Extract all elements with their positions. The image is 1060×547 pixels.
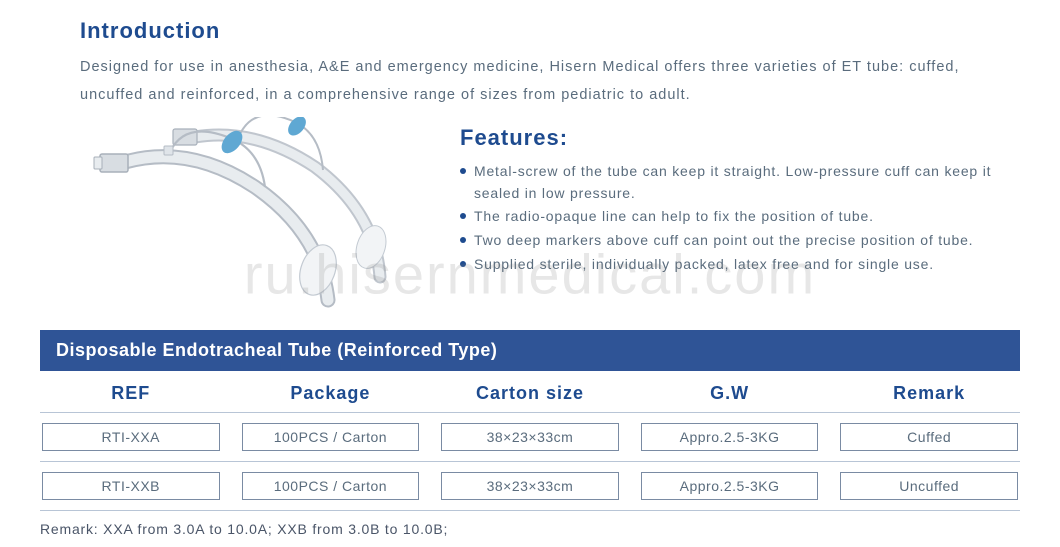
table-header-cell: REF: [42, 379, 220, 408]
features-area: Features: Metal-screw of the tube can ke…: [440, 117, 1020, 312]
table-cell: Cuffed: [840, 423, 1018, 451]
table-cell: RTI-XXB: [42, 472, 220, 500]
table-header-cell: Remark: [840, 379, 1018, 408]
table-cell: 100PCS / Carton: [242, 423, 420, 451]
table-header-row: REF Package Carton size G.W Remark: [40, 379, 1020, 413]
introduction-title: Introduction: [80, 18, 1020, 44]
table-cell: Appro.2.5-3KG: [641, 423, 819, 451]
table-cell: RTI-XXA: [42, 423, 220, 451]
feature-item: Supplied sterile, individually packed, l…: [460, 254, 1020, 276]
table-cell: 100PCS / Carton: [242, 472, 420, 500]
table-header-cell: G.W: [641, 379, 819, 408]
product-image-area: [40, 117, 440, 312]
table-cell: 38×23×33cm: [441, 472, 619, 500]
table-row: RTI-XXA 100PCS / Carton 38×23×33cm Appro…: [40, 423, 1020, 462]
feature-item: Two deep markers above cuff can point ou…: [460, 230, 1020, 252]
feature-item: Metal-screw of the tube can keep it stra…: [460, 161, 1020, 204]
features-list: Metal-screw of the tube can keep it stra…: [460, 161, 1020, 275]
mid-section: Features: Metal-screw of the tube can ke…: [40, 117, 1020, 312]
feature-item: The radio-opaque line can help to fix th…: [460, 206, 1020, 228]
remark-text: Remark: XXA from 3.0A to 10.0A; XXB from…: [40, 521, 1020, 537]
endotracheal-tubes-illustration: [70, 117, 430, 312]
table-row: RTI-XXB 100PCS / Carton 38×23×33cm Appro…: [40, 472, 1020, 511]
table-header-cell: Package: [242, 379, 420, 408]
introduction-text: Designed for use in anesthesia, A&E and …: [80, 54, 1020, 109]
spec-table: REF Package Carton size G.W Remark RTI-X…: [40, 379, 1020, 511]
table-cell: 38×23×33cm: [441, 423, 619, 451]
features-title: Features:: [460, 125, 1020, 151]
table-header-cell: Carton size: [441, 379, 619, 408]
table-cell: Appro.2.5-3KG: [641, 472, 819, 500]
table-title-bar: Disposable Endotracheal Tube (Reinforced…: [40, 330, 1020, 371]
table-cell: Uncuffed: [840, 472, 1018, 500]
